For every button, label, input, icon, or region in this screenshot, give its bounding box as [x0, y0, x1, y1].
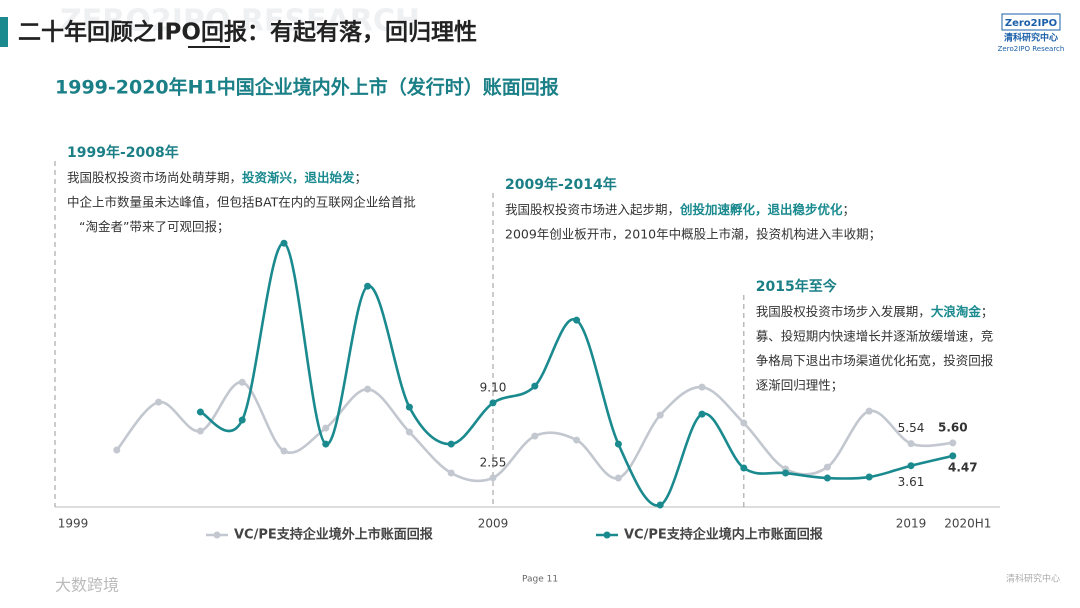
period-text: 中企上市数量虽未达峰值，但包括BAT在内的互联网企业给首批	[67, 194, 416, 209]
highlight-text: 投资渐兴，退出始发	[242, 170, 355, 185]
data-point	[280, 447, 288, 455]
highlight-text: 创投加速孵化，退出稳步优化	[679, 202, 843, 217]
text-span: 募、投短期内快速增长并逐渐放缓增速，竞	[756, 328, 994, 343]
data-point	[573, 316, 581, 324]
data-point	[489, 399, 497, 407]
x-tick-label: 2020H1	[944, 517, 991, 531]
data-point	[698, 383, 706, 391]
logo-name: 清科研究中心	[1004, 32, 1058, 44]
data-point	[238, 416, 246, 424]
series-line	[199, 241, 954, 507]
period-text: 2009年创业板开市，2010年中概股上市潮，投资机构进入丰收期；	[505, 226, 881, 241]
footer-brand: 清科研究中心	[1006, 573, 1060, 585]
data-point	[531, 432, 539, 440]
period-title: 2009年-2014年	[505, 176, 617, 193]
data-point	[740, 419, 748, 427]
data-point	[907, 462, 915, 470]
data-point	[155, 398, 163, 406]
period-text: 募、投短期内快速增长并逐渐放缓增速，竞	[756, 328, 994, 343]
data-label: 4.47	[948, 460, 978, 474]
data-point	[322, 440, 330, 448]
text-span: 我国股权投资市场尚处萌芽期，	[67, 170, 242, 185]
logo-box	[1001, 13, 1061, 31]
text-span: 逐渐回归理性；	[756, 377, 844, 392]
chart-title: 1999-2020年H1中国企业境内外上市（发行时）账面回报	[55, 76, 559, 99]
data-point	[573, 436, 581, 444]
data-label: 5.54	[898, 421, 925, 435]
logo-mark: Zero2IPO	[1005, 18, 1057, 29]
data-point	[489, 474, 497, 482]
data-point	[447, 440, 455, 448]
data-point	[823, 474, 831, 482]
text-span: 我国股权投资市场进入起步期，	[505, 202, 680, 217]
data-point	[364, 282, 372, 290]
logo-english: Zero2IPO Research	[998, 45, 1065, 53]
data-point	[405, 403, 413, 411]
x-tick-label: 2009	[478, 517, 509, 531]
text-span: ；	[843, 202, 856, 217]
data-point	[531, 382, 539, 390]
text-span: 2009年创业板开市，2010年中概股上市潮，投资机构进入丰收期；	[505, 226, 881, 241]
title-bar	[0, 17, 8, 47]
x-tick-label: 2019	[896, 517, 927, 531]
page-number: Page 11	[522, 575, 558, 585]
data-point	[949, 452, 957, 460]
period-text: 逐渐回归理性；	[756, 377, 844, 392]
data-label: 5.60	[938, 420, 968, 434]
data-point	[656, 411, 664, 419]
period-title: 2015年至今	[756, 278, 837, 295]
data-point	[614, 440, 622, 448]
text-span: 我国股权投资市场步入发展期，	[756, 304, 931, 319]
data-point	[280, 239, 288, 247]
data-point	[865, 473, 873, 481]
period-text: “淘金者”带来了可观回报；	[79, 219, 229, 234]
data-point	[907, 440, 915, 448]
period-text: 争格局下退出市场渠道优化拓宽，投资回报	[756, 353, 994, 368]
text-span: 中企上市数量虽未达峰值，但包括BAT在内的互联网企业给首批	[67, 194, 416, 209]
text-span: ；	[981, 304, 994, 319]
data-point	[698, 410, 706, 418]
text-span: 争格局下退出市场渠道优化拓宽，投资回报	[756, 353, 994, 368]
slide-title: 二十年回顾之IPO回报：有起有落，回归理性	[18, 19, 477, 46]
data-point	[238, 378, 246, 386]
data-point	[447, 469, 455, 477]
period-text: 我国股权投资市场进入起步期，创投加速孵化，退出稳步优化；	[505, 202, 855, 217]
data-point	[113, 446, 121, 454]
data-point	[823, 463, 831, 471]
period-text: 我国股权投资市场尚处萌芽期，投资渐兴，退出始发；	[67, 170, 367, 185]
data-label: 9.10	[480, 380, 507, 394]
data-point	[322, 424, 330, 432]
text-span: “淘金者”带来了可观回报；	[79, 219, 229, 234]
period-text: 我国股权投资市场步入发展期，大浪淘金；	[756, 304, 994, 319]
data-point	[405, 428, 413, 436]
footer-watermark: 大数跨境	[55, 576, 119, 595]
data-point	[364, 385, 372, 393]
data-label: 3.61	[898, 475, 925, 489]
data-point	[196, 408, 204, 416]
legend-dot	[213, 531, 221, 539]
header-watermark: ZERO2IPO RESEARCH	[60, 4, 420, 39]
highlight-text: 大浪淘金	[931, 304, 982, 319]
x-tick-label: 1999	[58, 517, 89, 531]
data-label: 2.55	[480, 455, 507, 469]
legend-label: VC/PE支持企业境内上市账面回报	[624, 527, 824, 543]
data-point	[865, 407, 873, 415]
data-point	[656, 501, 664, 509]
data-point	[782, 469, 790, 477]
text-span: ；	[355, 170, 368, 185]
legend-dot	[603, 531, 611, 539]
data-point	[196, 427, 204, 435]
period-title: 1999年-2008年	[67, 144, 179, 161]
legend-label: VC/PE支持企业境外上市账面回报	[234, 527, 434, 543]
data-point	[614, 474, 622, 482]
data-point	[740, 464, 748, 472]
data-point	[949, 439, 957, 447]
